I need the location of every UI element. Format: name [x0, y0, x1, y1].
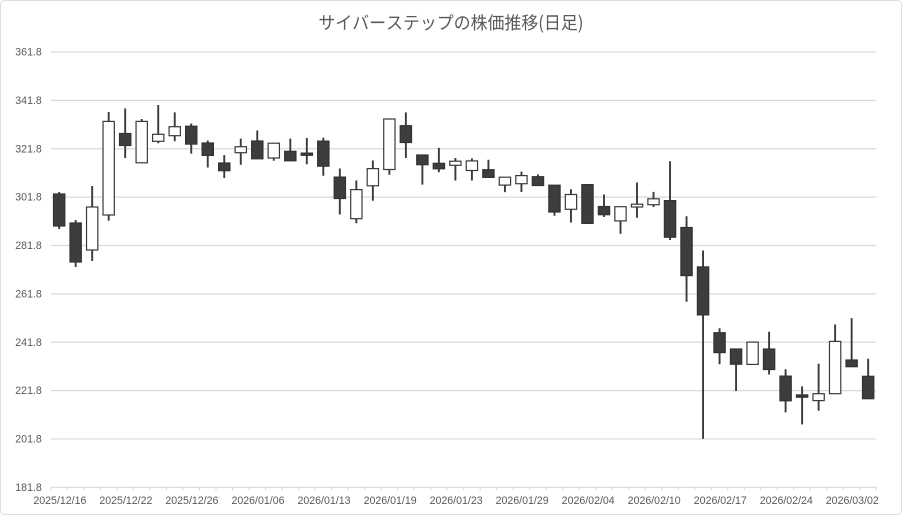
svg-text:2026/02/24: 2026/02/24	[760, 495, 813, 507]
svg-text:361.8: 361.8	[15, 47, 42, 59]
svg-text:2026/02/17: 2026/02/17	[694, 495, 747, 507]
svg-text:281.8: 281.8	[15, 240, 42, 252]
svg-text:2026/03/02: 2026/03/02	[826, 495, 879, 507]
svg-text:181.8: 181.8	[15, 482, 42, 494]
svg-text:2026/02/04: 2026/02/04	[562, 495, 615, 507]
svg-text:2025/12/26: 2025/12/26	[165, 495, 218, 507]
svg-text:341.8: 341.8	[15, 95, 42, 107]
svg-text:321.8: 321.8	[15, 143, 42, 155]
svg-text:261.8: 261.8	[15, 289, 42, 301]
svg-text:2026/01/13: 2026/01/13	[297, 495, 350, 507]
svg-text:2026/01/19: 2026/01/19	[364, 495, 417, 507]
svg-text:2026/01/06: 2026/01/06	[231, 495, 284, 507]
svg-text:2026/02/10: 2026/02/10	[628, 495, 681, 507]
svg-text:2025/12/22: 2025/12/22	[99, 495, 152, 507]
svg-text:301.8: 301.8	[15, 192, 42, 204]
svg-text:241.8: 241.8	[15, 337, 42, 349]
svg-text:2026/01/23: 2026/01/23	[430, 495, 483, 507]
svg-text:201.8: 201.8	[15, 434, 42, 446]
svg-text:2026/01/29: 2026/01/29	[496, 495, 549, 507]
svg-text:221.8: 221.8	[15, 385, 42, 397]
svg-text:2025/12/16: 2025/12/16	[33, 495, 86, 507]
